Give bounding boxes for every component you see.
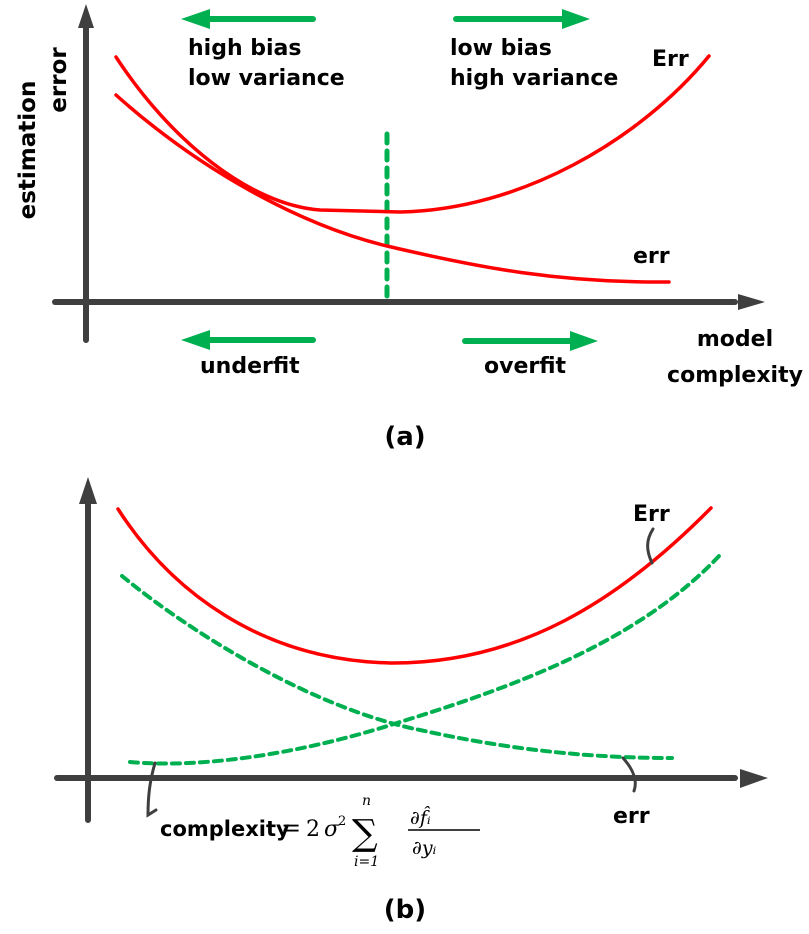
err-label-b: err <box>613 804 650 829</box>
caption-a: (a) <box>384 422 425 452</box>
caption-b: (b) <box>384 895 426 925</box>
x-axis-b <box>54 769 768 788</box>
y-axis-label-line1: estimation <box>15 81 41 220</box>
Err-curve-b <box>116 506 713 665</box>
x-axis-arrowhead <box>738 294 765 310</box>
formula-square: 2 <box>338 814 346 829</box>
y-axis-b <box>79 477 97 823</box>
underfit-label: underfit <box>200 354 300 379</box>
err-curve-b <box>120 574 674 760</box>
formula-sum: ∑ <box>352 813 378 854</box>
err-callout-line <box>621 756 637 793</box>
x-axis-label-line2: complexity <box>667 363 803 388</box>
complexity-callout-line <box>146 761 158 818</box>
x-axis-a <box>52 294 765 310</box>
y-axis-label-line2: error <box>46 47 72 113</box>
complexity-curve-b <box>128 553 722 766</box>
formula-coef: 2 <box>306 817 320 842</box>
x-axis-label-line1: model <box>697 327 773 352</box>
formula-sigma: σ <box>324 817 340 842</box>
overfit-label: overfit <box>484 354 567 379</box>
formula-sum-lower: i=1 <box>354 854 379 870</box>
Err-curve-a <box>114 54 711 214</box>
err-label-a: err <box>633 244 670 269</box>
low-variance-label: low variance <box>188 66 345 91</box>
panel-b: Err err complexity = 2 σ 2 ∑ n i=1 ∂f̂ᵢ … <box>54 477 768 925</box>
complexity-formula: complexity = 2 σ 2 ∑ n i=1 ∂f̂ᵢ ∂yᵢ <box>160 793 480 870</box>
formula-equals: = <box>281 814 301 842</box>
formula-word: complexity <box>160 817 290 841</box>
Err-callout-line <box>646 527 655 565</box>
y-axis-a <box>78 4 94 343</box>
arrow-left-top <box>181 9 316 29</box>
arrow-left-bottom <box>181 330 316 350</box>
arrow-right-bottom <box>462 331 598 351</box>
err-curve-a <box>114 93 671 284</box>
high-variance-label: high variance <box>450 66 618 91</box>
panel-a: estimation error Err err high bias low v… <box>15 4 803 452</box>
y-axis-arrowhead <box>78 4 94 28</box>
Err-label-a: Err <box>652 47 689 72</box>
formula-denominator: ∂yᵢ <box>412 837 437 859</box>
formula-sum-upper: n <box>362 793 371 809</box>
Err-label-b: Err <box>633 502 670 527</box>
arrow-right-top <box>453 9 590 29</box>
low-bias-label: low bias <box>450 36 552 61</box>
formula-numerator: ∂f̂ᵢ <box>410 806 431 829</box>
high-bias-label: high bias <box>188 36 302 61</box>
